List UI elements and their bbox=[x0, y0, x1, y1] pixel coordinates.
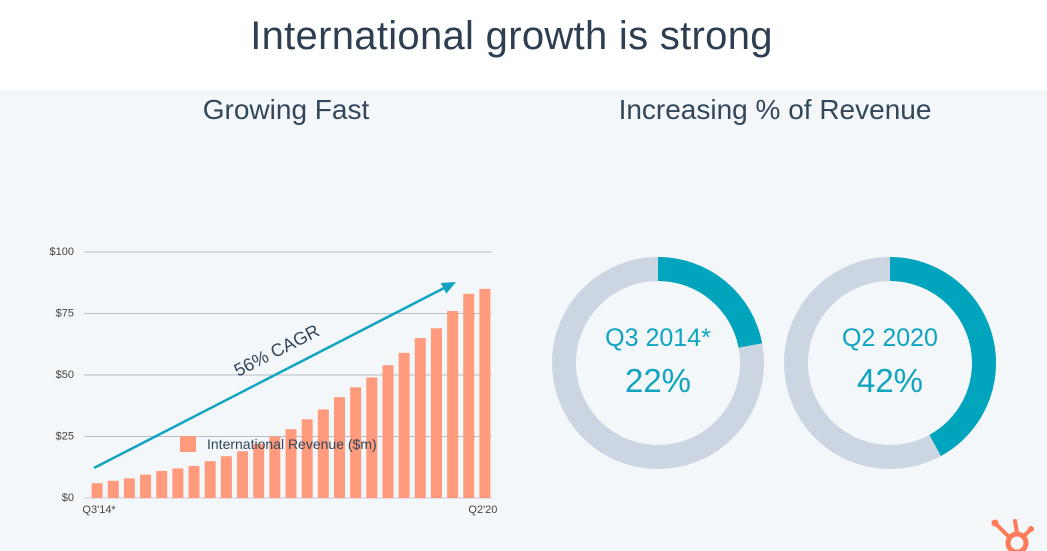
donut-period-label: Q2 2020 bbox=[842, 324, 938, 352]
bar bbox=[398, 352, 410, 498]
donut-percent-label: 22% bbox=[624, 362, 692, 399]
bar bbox=[140, 474, 152, 498]
donut-value-arc bbox=[552, 257, 764, 469]
bar bbox=[382, 365, 394, 498]
donut-percent-label: 42% bbox=[856, 362, 924, 399]
cagr-arrow-line bbox=[93, 284, 449, 470]
bar bbox=[107, 480, 119, 498]
donut-section-title: Increasing % of Revenue bbox=[618, 94, 932, 125]
slide-title: International growth is strong bbox=[250, 14, 773, 58]
bar bbox=[333, 397, 345, 498]
y-tick-label: $0 bbox=[62, 492, 74, 504]
bar bbox=[479, 288, 491, 498]
hubspot-logo-icon bbox=[991, 519, 1034, 551]
donut-value-arc bbox=[784, 257, 996, 469]
bar bbox=[237, 451, 249, 498]
donut-period-label: Q3 2014* bbox=[605, 324, 711, 352]
bar bbox=[188, 466, 200, 498]
bar bbox=[156, 470, 168, 498]
cagr-annotation: 56% CAGR bbox=[231, 321, 323, 381]
bar-chart-title: Growing Fast bbox=[202, 94, 370, 125]
y-tick-label: $75 bbox=[56, 308, 74, 320]
bar bbox=[463, 293, 475, 498]
bar bbox=[285, 429, 297, 498]
y-tick-label: $50 bbox=[56, 369, 74, 381]
bar bbox=[269, 436, 281, 498]
bar bbox=[91, 483, 103, 498]
legend-label: International Revenue ($m) bbox=[207, 436, 377, 452]
y-tick-label: $25 bbox=[56, 431, 74, 443]
bar bbox=[220, 456, 232, 498]
legend-swatch bbox=[180, 436, 196, 452]
cagr-arrowhead bbox=[440, 282, 456, 294]
bars-layer bbox=[91, 288, 491, 498]
donut-ring bbox=[552, 257, 764, 469]
bar bbox=[414, 338, 426, 498]
chart-legend: International Revenue ($m) bbox=[180, 434, 377, 454]
x-tick-label-last: Q2'20 bbox=[468, 504, 497, 516]
bar bbox=[350, 387, 362, 498]
donut-q2-2020: Q2 2020 42% bbox=[781, 254, 999, 472]
x-tick-label-first: Q3'14* bbox=[82, 504, 116, 516]
bar bbox=[317, 409, 329, 498]
bar bbox=[301, 419, 313, 498]
bar bbox=[366, 377, 378, 498]
bar bbox=[204, 461, 216, 498]
bar bbox=[123, 478, 135, 498]
donut-q3-2014: Q3 2014* 22% bbox=[549, 254, 767, 472]
bar bbox=[430, 328, 442, 498]
bar bbox=[253, 443, 265, 498]
slide-header: International growth is strong bbox=[0, 0, 1047, 90]
bar bbox=[172, 468, 184, 498]
y-tick-label: $100 bbox=[50, 246, 74, 258]
bar bbox=[447, 311, 459, 498]
donut-ring bbox=[784, 257, 996, 469]
